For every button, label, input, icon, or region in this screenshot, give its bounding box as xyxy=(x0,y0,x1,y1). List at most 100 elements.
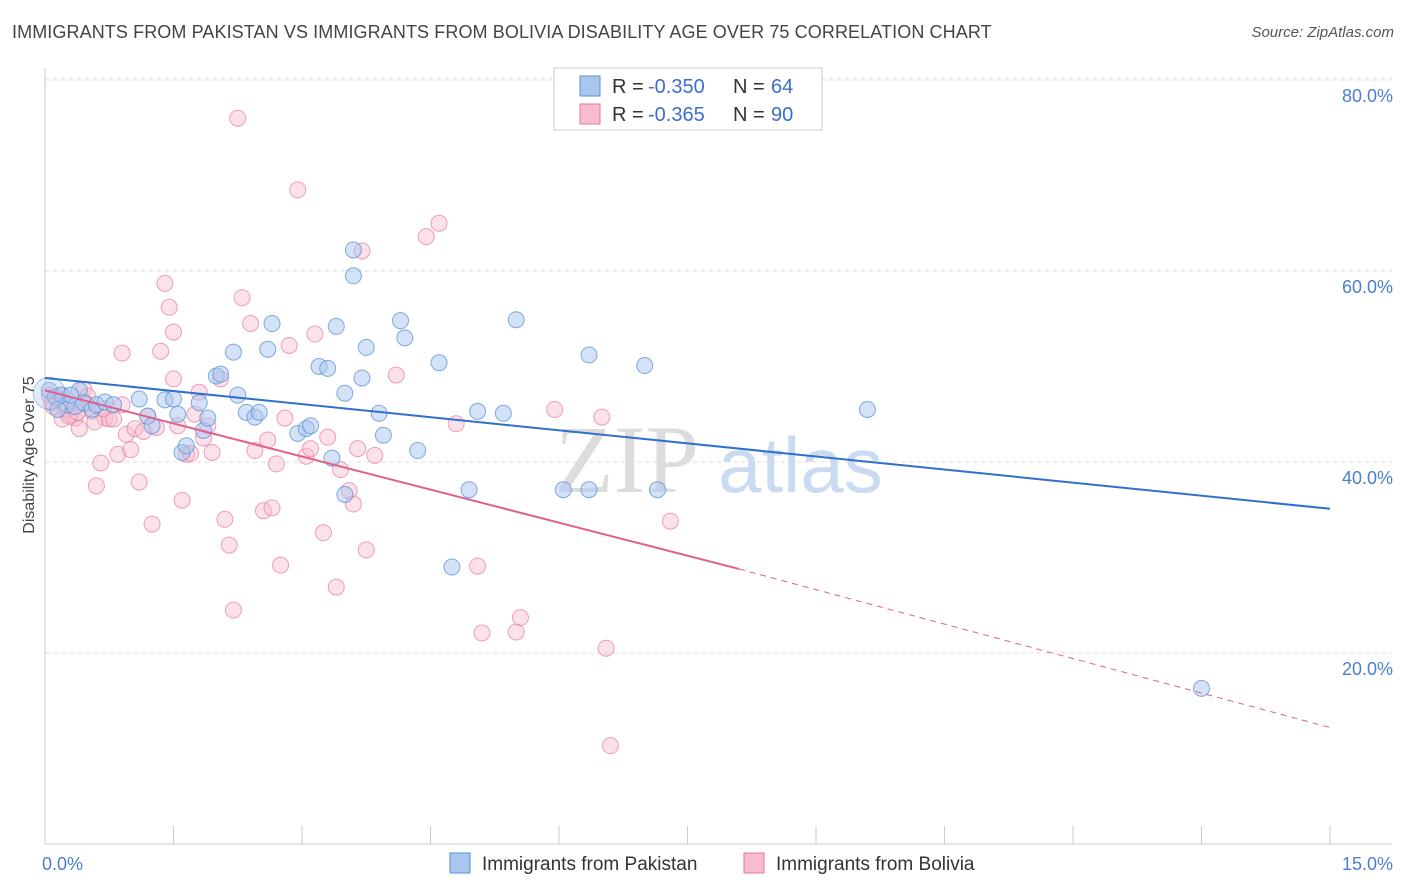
bolivia-point xyxy=(220,536,238,554)
legend-r-label: R = xyxy=(612,104,644,126)
bolivia-point xyxy=(216,510,234,528)
pakistan-point xyxy=(396,329,414,347)
pakistan-point xyxy=(494,404,512,422)
bolivia-point xyxy=(601,737,619,755)
bolivia-point xyxy=(387,366,405,384)
bolivia-point xyxy=(507,623,525,641)
bottom-legend-label-pakistan: Immigrants from Pakistan xyxy=(482,854,697,875)
pakistan-point xyxy=(469,402,487,420)
watermark-zip: ZIP xyxy=(555,406,699,513)
bolivia-point xyxy=(272,556,290,574)
pakistan-point xyxy=(1193,679,1210,697)
y-axis-label: Disability Age Over 75 xyxy=(21,376,38,534)
bolivia-point xyxy=(203,443,221,461)
pakistan-point xyxy=(327,317,345,335)
pakistan-point xyxy=(636,357,654,375)
axes xyxy=(44,68,1392,845)
bolivia-point xyxy=(122,441,140,459)
pakistan-point xyxy=(336,384,354,402)
bolivia-point xyxy=(447,415,465,433)
bolivia-point xyxy=(546,400,564,418)
bolivia-point xyxy=(319,428,337,446)
bolivia-point xyxy=(357,541,375,559)
bolivia-point xyxy=(349,440,367,458)
bolivia-point xyxy=(160,298,178,316)
watermark: ZIP atlas xyxy=(555,406,883,513)
bolivia-point xyxy=(661,512,679,530)
legend-n-value-bolivia: 90 xyxy=(771,104,793,126)
bolivia-point xyxy=(242,315,260,333)
pakistan-point xyxy=(392,312,410,330)
bolivia-point xyxy=(306,325,324,343)
bolivia-point xyxy=(366,446,384,464)
bolivia-point xyxy=(417,228,435,246)
bolivia-point xyxy=(143,515,161,533)
bolivia-point xyxy=(473,624,491,642)
bolivia-point xyxy=(165,370,182,388)
legend-n-value-pakistan: 64 xyxy=(771,76,793,98)
pakistan-point xyxy=(554,481,572,499)
pakistan-point xyxy=(443,558,461,576)
pakistan-point xyxy=(580,346,598,364)
pakistan-point xyxy=(507,311,525,329)
y-tick-label: 20.0% xyxy=(1342,659,1393,679)
bolivia-point xyxy=(152,342,170,360)
y-tick-label: 60.0% xyxy=(1342,277,1393,297)
bolivia-point xyxy=(280,336,298,354)
legend-r-value-bolivia: -0.365 xyxy=(648,104,705,126)
chart-title: IMMIGRANTS FROM PAKISTAN VS IMMIGRANTS F… xyxy=(12,22,992,42)
legend-n-label: N = xyxy=(733,76,765,98)
pakistan-point xyxy=(302,417,320,435)
pakistan-point xyxy=(259,340,277,358)
bolivia-point xyxy=(289,181,307,199)
pakistan-point xyxy=(165,390,182,408)
legend-swatch-bolivia xyxy=(579,103,601,125)
pakistan-point xyxy=(858,400,876,418)
pakistan-point xyxy=(177,437,195,455)
pakistan-cluster-point xyxy=(32,376,66,410)
x-tick-label: 15.0% xyxy=(1342,854,1393,874)
pakistan-point xyxy=(353,369,371,387)
bolivia-point xyxy=(246,442,264,460)
pakistan-point xyxy=(649,481,667,499)
pakistan-trend-line xyxy=(44,376,1331,510)
chart-source: Source: ZipAtlas.com xyxy=(1251,24,1394,41)
bolivia-point xyxy=(229,109,247,127)
pakistan-point xyxy=(319,359,337,377)
pakistan-point xyxy=(199,409,217,427)
pakistan-point xyxy=(409,442,427,460)
bolivia-point xyxy=(156,274,174,292)
pakistan-point xyxy=(344,241,362,259)
trend-lines xyxy=(44,376,1331,728)
watermark-atlas: atlas xyxy=(718,421,883,509)
y-tick-label: 80.0% xyxy=(1342,86,1393,106)
pakistan-point xyxy=(169,405,187,423)
legend-r-label: R = xyxy=(612,76,644,98)
pakistan-point xyxy=(357,338,375,356)
pakistan-point xyxy=(224,343,242,361)
pakistan-point xyxy=(130,390,148,408)
pakistan-point xyxy=(374,426,392,444)
bottom-legend-swatch-pakistan xyxy=(449,852,471,874)
bolivia-point xyxy=(233,289,251,307)
stats-legend: R = -0.350 N = 64 R = -0.365 N = 90 xyxy=(553,67,823,131)
bottom-legend-label-bolivia: Immigrants from Bolivia xyxy=(776,854,975,875)
bolivia-point xyxy=(113,344,131,362)
pakistan-points xyxy=(32,241,1210,697)
bolivia-point xyxy=(165,323,182,341)
x-tick-labels: 0.0% 15.0% xyxy=(42,854,1393,874)
pakistan-point xyxy=(229,386,247,404)
bolivia-point xyxy=(511,609,529,627)
bolivia-trend-extension xyxy=(738,568,1331,728)
bolivia-point xyxy=(597,639,615,657)
pakistan-point xyxy=(263,315,281,333)
pakistan-point xyxy=(190,394,208,412)
y-tick-labels: 20.0% 40.0% 60.0% 80.0% xyxy=(1342,86,1393,679)
bolivia-point xyxy=(267,455,285,473)
series-legend: Immigrants from Pakistan Immigrants from… xyxy=(449,852,975,875)
bolivia-trend-line xyxy=(44,389,740,570)
bolivia-point xyxy=(87,477,105,495)
pakistan-point xyxy=(460,481,478,499)
bolivia-point xyxy=(430,214,448,232)
